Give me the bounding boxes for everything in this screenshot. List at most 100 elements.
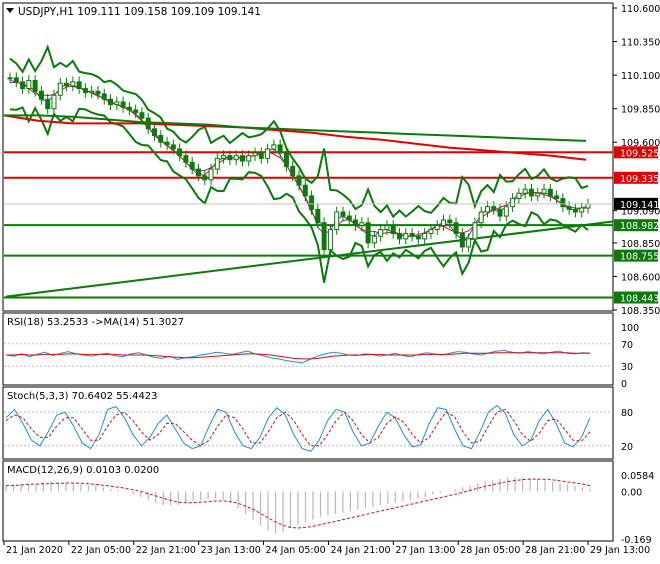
- rsi-label: RSI(18) 53.2533 ->MA(14) 51.3027: [7, 317, 184, 328]
- candle-body: [359, 222, 365, 226]
- candle-body: [302, 184, 308, 197]
- level-price-box: [614, 219, 658, 232]
- level-price-box: [614, 171, 658, 184]
- candle-body: [290, 165, 296, 177]
- candle-body: [70, 81, 76, 87]
- level-price-label: 108.443: [620, 294, 659, 305]
- candle-body: [20, 81, 26, 90]
- candle-body: [7, 77, 13, 80]
- time-tick-label: 24 Jan 05:00: [266, 545, 326, 556]
- candle-body: [38, 90, 44, 100]
- time-tick-label: 24 Jan 21:00: [330, 545, 390, 556]
- candle-body: [535, 192, 541, 197]
- candle-body: [579, 207, 585, 213]
- stoch-layer: 80 20: [4, 404, 633, 453]
- candle-body: [503, 206, 509, 217]
- candle-body: [252, 152, 258, 157]
- time-tick-label: 23 Jan 13:00: [201, 545, 261, 556]
- price-tick-label: 109.850: [621, 105, 660, 116]
- candle-body: [371, 235, 377, 244]
- candle-body: [327, 228, 333, 251]
- rsi-tick-label: 30: [621, 362, 633, 373]
- stoch-d-line: [5, 408, 591, 447]
- candle-body: [82, 88, 88, 94]
- stoch-label: Stoch(5,3,3) 70.6402 55.4423: [7, 391, 158, 402]
- candle-body: [139, 112, 145, 119]
- price-tick-label: 110.600: [621, 4, 660, 15]
- candle-body: [32, 80, 38, 92]
- candle-body: [133, 109, 139, 114]
- candle-body: [453, 222, 459, 234]
- macd-signal-line: [5, 478, 591, 529]
- candle-body: [51, 94, 57, 110]
- candle-body: [353, 219, 359, 226]
- candle-body: [566, 206, 572, 210]
- price-tick-label: 108.600: [621, 272, 660, 283]
- candle-body: [541, 188, 547, 194]
- time-tick-label: 29 Jan 13:00: [590, 545, 650, 556]
- time-axis: 21 Jan 2020 22 Jan 05:00 22 Jan 21:00 23 Ja…: [3, 541, 650, 556]
- candle-body: [315, 208, 321, 224]
- candle-body: [120, 101, 126, 108]
- current-price-label: 109.141: [620, 200, 659, 211]
- candle-body: [233, 155, 239, 161]
- candle-body: [158, 135, 164, 143]
- candle-body: [126, 106, 132, 111]
- candle-body: [484, 206, 490, 213]
- overlay-line: [3, 114, 587, 161]
- macd-tick-label: -0.169: [621, 535, 652, 546]
- candle-body: [472, 222, 478, 240]
- overlay-line: [4, 114, 587, 142]
- candle-body: [108, 98, 114, 106]
- candle-body: [13, 77, 19, 83]
- candle-body: [478, 211, 484, 224]
- candle-body: [428, 228, 434, 234]
- level-price-label: 109.335: [620, 174, 659, 185]
- candle-body: [491, 206, 497, 210]
- candle-body: [152, 128, 157, 137]
- candle-body: [516, 192, 522, 200]
- candle-body: [378, 228, 384, 237]
- time-tick-label: 28 Jan 21:00: [525, 545, 585, 556]
- candle-body: [145, 117, 151, 130]
- candle-body: [221, 155, 227, 159]
- candle-body: [572, 208, 578, 213]
- candle-body: [447, 219, 453, 224]
- time-tick-label: 27 Jan 13:00: [395, 545, 455, 556]
- candle-body: [114, 101, 120, 106]
- macd-panel: [2, 460, 614, 542]
- candle-body: [189, 161, 195, 170]
- rsi-tick-label: 0: [621, 379, 627, 390]
- candle-body: [283, 152, 289, 167]
- candle-body: [309, 195, 315, 210]
- candle-body: [89, 90, 95, 94]
- candle-body: [208, 168, 214, 181]
- price-tick-label: 110.350: [621, 38, 660, 49]
- time-tick-label: 28 Jan 05:00: [460, 545, 520, 556]
- rsi-tick-label: 100: [621, 323, 639, 334]
- candle-body: [365, 222, 371, 244]
- candle-body: [459, 233, 465, 248]
- stoch-k-line: [5, 404, 591, 452]
- macd-tick-label: 0.0584: [621, 471, 654, 482]
- candle-body: [441, 219, 446, 226]
- candle-body: [239, 155, 245, 162]
- candle-body: [390, 224, 396, 235]
- candle-body: [95, 90, 101, 95]
- level-price-box: [614, 291, 658, 304]
- trendline: [5, 220, 614, 298]
- collapse-triangle-icon[interactable]: [6, 8, 14, 13]
- macd-layer: 0.0584 0.00 -0.169: [5, 471, 654, 546]
- candle-body: [522, 188, 528, 194]
- price-tick-label: 110.100: [621, 71, 660, 82]
- price-tick-label: 109.090: [621, 207, 660, 218]
- candle-body: [277, 144, 283, 154]
- candle-body: [434, 224, 440, 230]
- candle-body: [397, 233, 403, 240]
- stoch-panel: [2, 386, 614, 460]
- candle-body: [497, 208, 503, 217]
- candle-body: [334, 211, 340, 230]
- level-price-label: 108.755: [620, 252, 659, 263]
